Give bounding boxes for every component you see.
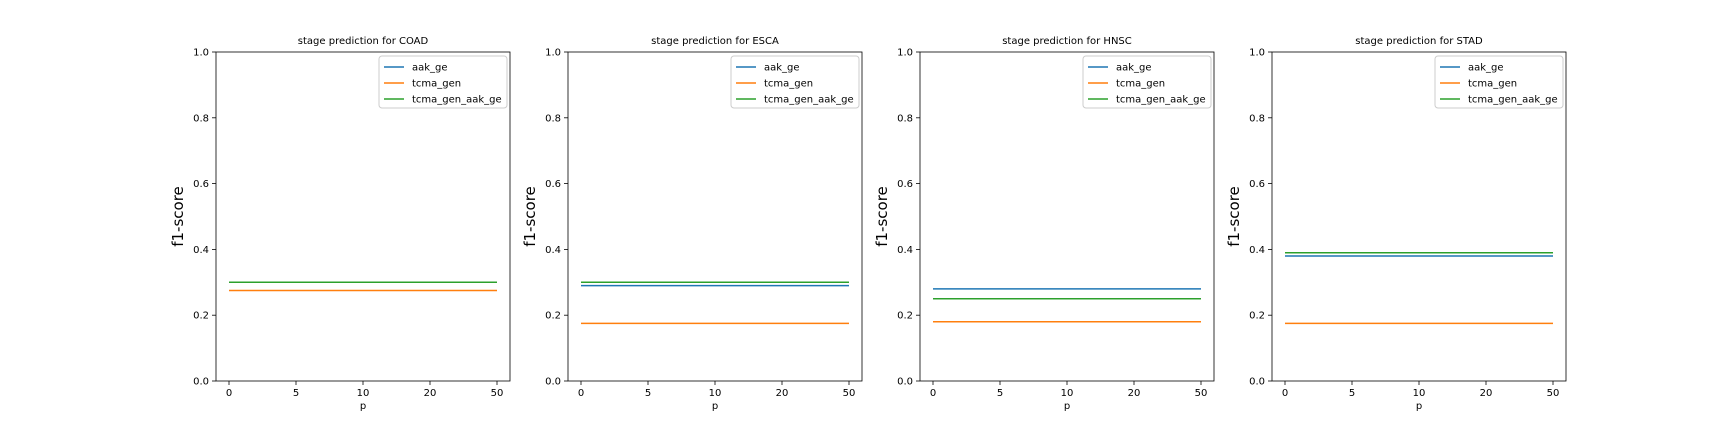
legend-label: tcma_gen: [764, 79, 813, 90]
chart-title: stage prediction for HNSC: [1002, 36, 1132, 47]
chart-title: stage prediction for COAD: [298, 36, 429, 47]
x-axis-label: p: [712, 401, 718, 412]
x-tick-label: 0: [578, 388, 584, 399]
legend-label: tcma_gen: [1116, 79, 1165, 90]
y-tick-label: 0.8: [1249, 113, 1265, 124]
x-tick-label: 50: [843, 388, 856, 399]
x-tick-label: 5: [293, 388, 299, 399]
x-tick-label: 50: [1195, 388, 1208, 399]
y-tick-label: 0.4: [193, 245, 209, 256]
x-tick-label: 50: [1547, 388, 1560, 399]
plot-frame: [919, 51, 1215, 382]
y-tick-label: 0.8: [897, 113, 913, 124]
x-tick-label: 0: [930, 388, 936, 399]
chart-title: stage prediction for ESCA: [651, 36, 779, 47]
legend-box: [378, 55, 508, 109]
chart-title: stage prediction for STAD: [1355, 36, 1483, 47]
y-tick-label: 1.0: [193, 48, 209, 59]
y-axis-label: f1-score: [1225, 186, 1243, 247]
y-tick-label: 0.6: [545, 179, 561, 190]
legend-box: [1082, 55, 1212, 109]
y-tick-label: 0.6: [193, 179, 209, 190]
y-tick-label: 1.0: [1249, 48, 1265, 59]
x-tick-label: 20: [776, 388, 789, 399]
x-tick-label: 10: [709, 388, 722, 399]
x-tick-label: 20: [424, 388, 437, 399]
legend: aak_ge tcma_gen tcma_gen_aak_ge: [730, 55, 860, 109]
plot-frame: [1271, 51, 1567, 382]
x-tick-label: 5: [1349, 388, 1355, 399]
chart-panel: stage prediction for ESCA 0.0 0.2 0.4 0.6 0.8…: [521, 36, 863, 412]
y-tick-label: 0.8: [545, 113, 561, 124]
y-tick-label: 0.2: [897, 311, 913, 322]
x-tick-label: 5: [997, 388, 1003, 399]
x-tick-label: 10: [1061, 388, 1074, 399]
y-tick-label: 1.0: [545, 48, 561, 59]
y-axis-label: f1-score: [521, 186, 539, 247]
legend-label: aak_ge: [1468, 63, 1504, 74]
x-axis-label: p: [1064, 401, 1070, 412]
legend-label: tcma_gen_aak_ge: [764, 95, 854, 106]
legend: aak_ge tcma_gen tcma_gen_aak_ge: [1082, 55, 1212, 109]
x-tick-label: 20: [1128, 388, 1141, 399]
x-tick-label: 0: [1282, 388, 1288, 399]
y-tick-label: 0.8: [193, 113, 209, 124]
x-tick-label: 20: [1480, 388, 1493, 399]
plot-frame: [567, 51, 863, 382]
legend-label: tcma_gen: [1468, 79, 1517, 90]
y-tick-label: 0.0: [193, 377, 209, 388]
x-tick-label: 10: [1413, 388, 1426, 399]
y-tick-label: 0.2: [193, 311, 209, 322]
plot-frame: [215, 51, 511, 382]
y-tick-label: 0.2: [1249, 311, 1265, 322]
legend-label: aak_ge: [764, 63, 800, 74]
legend-label: aak_ge: [1116, 63, 1152, 74]
y-tick-label: 1.0: [897, 48, 913, 59]
chart-panel: stage prediction for HNSC 0.0 0.2 0.4 0.6 0.8…: [873, 36, 1215, 412]
legend-box: [1434, 55, 1564, 109]
y-tick-label: 0.6: [1249, 179, 1265, 190]
y-axis-label: f1-score: [873, 186, 891, 247]
y-tick-label: 0.0: [897, 377, 913, 388]
legend: aak_ge tcma_gen tcma_gen_aak_ge: [378, 55, 508, 109]
x-axis-label: p: [360, 401, 366, 412]
legend-box: [730, 55, 860, 109]
y-axis-label: f1-score: [169, 186, 187, 247]
y-tick-label: 0.4: [1249, 245, 1265, 256]
x-tick-label: 10: [357, 388, 370, 399]
x-tick-label: 50: [491, 388, 504, 399]
y-tick-label: 0.0: [1249, 377, 1265, 388]
x-tick-label: 5: [645, 388, 651, 399]
legend: aak_ge tcma_gen tcma_gen_aak_ge: [1434, 55, 1564, 109]
y-tick-label: 0.4: [897, 245, 913, 256]
x-tick-label: 0: [226, 388, 232, 399]
chart-panel: stage prediction for COAD 0.0 0.2 0.4 0.6 0.8…: [169, 36, 511, 412]
y-tick-label: 0.2: [545, 311, 561, 322]
y-tick-label: 0.0: [545, 377, 561, 388]
legend-label: tcma_gen_aak_ge: [412, 95, 502, 106]
y-tick-label: 0.6: [897, 179, 913, 190]
x-axis-label: p: [1416, 401, 1422, 412]
chart-panel: stage prediction for STAD 0.0 0.2 0.4 0.6 0.8…: [1225, 36, 1567, 412]
y-tick-label: 0.4: [545, 245, 561, 256]
legend-label: aak_ge: [412, 63, 448, 74]
legend-label: tcma_gen_aak_ge: [1468, 95, 1558, 106]
legend-label: tcma_gen: [412, 79, 461, 90]
legend-label: tcma_gen_aak_ge: [1116, 95, 1206, 106]
